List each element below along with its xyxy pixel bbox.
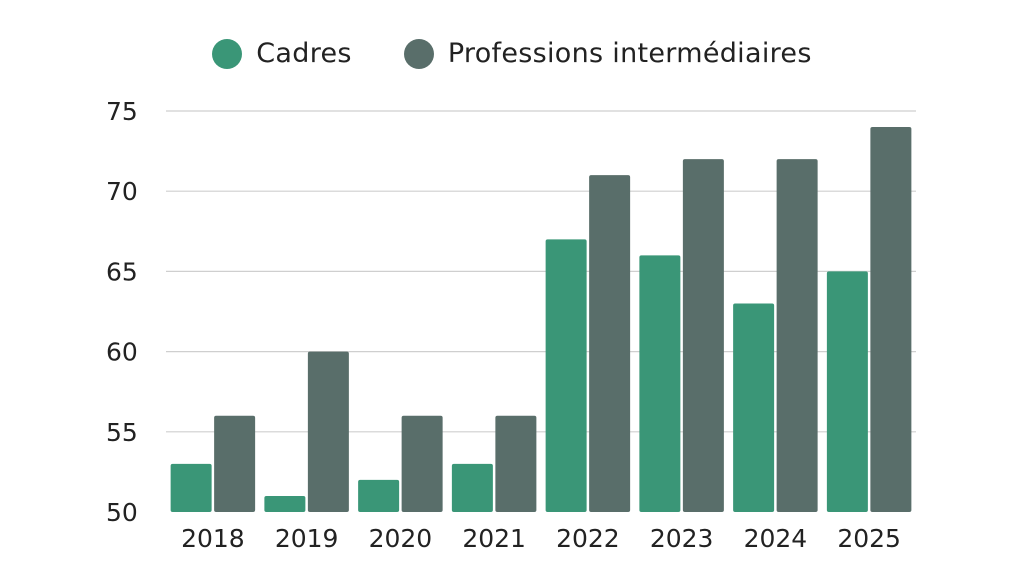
y-tick-label-70: 70 — [106, 177, 138, 206]
legend-label-cadres: Cadres — [256, 38, 352, 69]
y-tick-label-60: 60 — [106, 338, 138, 367]
bar-professions-intermediaires-2019 — [307, 351, 349, 512]
legend: Cadres Professions intermédiaires — [0, 38, 1024, 69]
legend-swatch-professions-intermediaires-icon — [403, 38, 434, 69]
bar-cadres-2025 — [826, 271, 868, 512]
x-axis-ticks: 2018 2019 2020 2021 2022 2023 2024 2025 — [181, 524, 901, 553]
y-axis-ticks: 50 55 60 65 70 75 — [106, 97, 138, 527]
x-tick-label-2021: 2021 — [462, 524, 526, 553]
x-tick-label-2019: 2019 — [275, 524, 339, 553]
y-tick-label-50: 50 — [106, 498, 138, 527]
y-tick-label-65: 65 — [106, 257, 138, 286]
bar-professions-intermediaires-2020 — [401, 415, 443, 512]
x-tick-label-2025: 2025 — [837, 524, 901, 553]
bar-professions-intermediaires-2022 — [589, 175, 631, 512]
bar-cadres-2022 — [545, 239, 587, 512]
bar-cadres-2021 — [451, 463, 493, 512]
bar-professions-intermediaires-2021 — [495, 415, 537, 512]
bars — [170, 127, 912, 513]
bar-professions-intermediaires-2025 — [870, 127, 912, 512]
bar-cadres-2020 — [358, 479, 400, 512]
y-tick-label-55: 55 — [106, 418, 138, 447]
bar-cadres-2019 — [264, 495, 306, 512]
x-tick-label-2024: 2024 — [744, 524, 808, 553]
bar-professions-intermediaires-2023 — [682, 159, 724, 512]
bar-cadres-2023 — [639, 255, 681, 513]
bar-professions-intermediaires-2018 — [214, 415, 256, 512]
legend-swatch-cadres-icon — [212, 38, 243, 69]
bar-cadres-2018 — [170, 463, 212, 512]
bar-professions-intermediaires-2024 — [776, 159, 818, 512]
legend-item-cadres: Cadres — [212, 38, 352, 69]
x-tick-label-2023: 2023 — [650, 524, 714, 553]
x-tick-label-2020: 2020 — [369, 524, 433, 553]
legend-label-professions-intermediaires: Professions intermédiaires — [447, 38, 812, 69]
x-tick-label-2022: 2022 — [556, 524, 620, 553]
legend-item-professions-intermediaires: Professions intermédiaires — [403, 38, 812, 69]
y-tick-label-75: 75 — [106, 97, 138, 126]
bar-cadres-2024 — [733, 303, 775, 512]
x-tick-label-2018: 2018 — [181, 524, 245, 553]
